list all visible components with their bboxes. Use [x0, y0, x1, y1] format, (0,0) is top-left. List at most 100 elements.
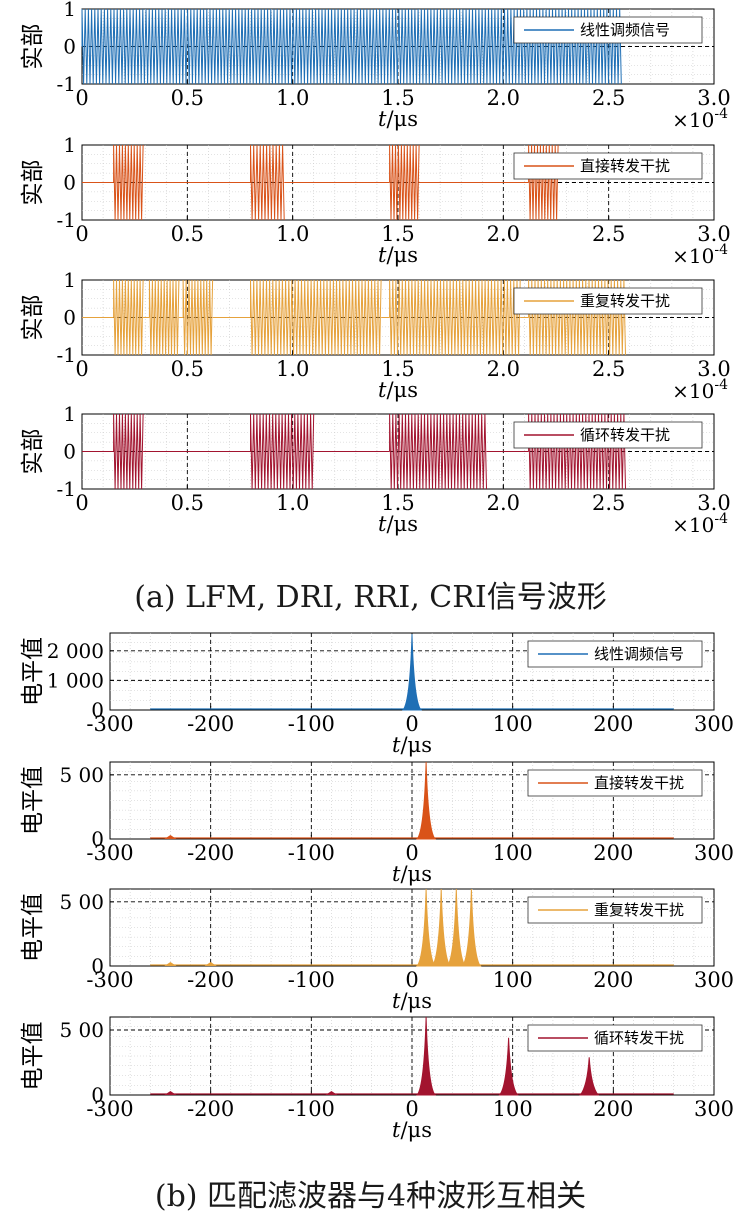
y-axis-label: 电平值: [20, 1022, 46, 1091]
x-axis-exponent: ×10-4: [672, 377, 728, 403]
x-tick-label: 1.5: [381, 222, 414, 246]
x-tick-label: -100: [288, 968, 335, 992]
correlation-peak: [446, 888, 467, 967]
x-tick-label: 3.0: [697, 222, 730, 246]
legend: 循环转发干扰: [513, 421, 703, 449]
x-tick-label: 2.5: [592, 222, 625, 246]
x-tick-label: 1.0: [276, 222, 309, 246]
signal-segment: [250, 279, 382, 356]
x-tick-label: 300: [694, 712, 734, 736]
series-2: [82, 144, 559, 221]
signal-segment: [113, 279, 144, 356]
correlation-peak: [416, 888, 437, 967]
legend-label: 线性调频信号: [580, 21, 670, 39]
panel-8: -300 -200 -100 0 100 200 300 0 5 00 循环转发干扰 t/μs 电平值: [20, 1016, 734, 1142]
x-axis-label: t/μs: [378, 243, 418, 267]
x-tick-label: 200: [593, 1097, 633, 1121]
correlation-peak: [579, 1057, 600, 1096]
signal-segment: [528, 279, 626, 356]
x-axis-label: t/μs: [392, 989, 432, 1013]
correlation-peak: [416, 761, 437, 840]
x-tick-label: 300: [694, 968, 734, 992]
x-axis-exponent: ×10-4: [672, 242, 728, 268]
x-tick-label: 2.5: [592, 86, 625, 110]
panel-5: -300 -200 -100 0 100 200 300 0 1 000 2 000 线性调频信号 t…: [20, 632, 734, 757]
x-tick-label: -200: [187, 712, 234, 736]
legend-label: 循环转发干扰: [594, 1029, 684, 1047]
signal-segment: [528, 413, 626, 490]
legend: 直接转发干扰: [513, 152, 703, 180]
series-7: [150, 888, 674, 967]
legend-label: 直接转发干扰: [594, 774, 684, 792]
legend: 线性调频信号: [513, 16, 703, 44]
x-tick-label: 300: [694, 1097, 734, 1121]
series-8: [150, 1016, 674, 1096]
signal-segment: [250, 144, 285, 221]
legend: 循环转发干扰: [527, 1024, 703, 1052]
x-tick-label: 0: [405, 841, 418, 865]
x-tick-label: 100: [493, 841, 533, 865]
x-tick-label: 100: [493, 968, 533, 992]
caption-a: (a) LFM, DRI, RRI, CRI信号波形: [134, 580, 607, 615]
series-1: [81, 8, 622, 85]
x-tick-label: 2.0: [487, 222, 520, 246]
correlation-peak: [461, 888, 482, 967]
legend: 重复转发干扰: [513, 287, 703, 315]
x-axis-label: t/μs: [392, 733, 432, 757]
x-tick-label: 200: [593, 968, 633, 992]
panel-6: -300 -200 -100 0 100 200 300 0 5 00 直接转发干扰 t/μs 电平值: [20, 761, 734, 886]
signal-segment: [113, 413, 144, 490]
signal-segment: [250, 413, 315, 490]
y-axis-label: 实部: [20, 429, 46, 475]
x-tick-label: 3.0: [697, 357, 730, 381]
legend: 重复转发干扰: [527, 896, 703, 924]
x-tick-label: -300: [86, 968, 133, 992]
x-tick-label: 100: [493, 712, 533, 736]
x-tick-label: 2.0: [487, 357, 520, 381]
x-tick-label: 100: [493, 1097, 533, 1121]
x-axis-label: t/μs: [378, 378, 418, 402]
x-tick-label: 3.0: [697, 86, 730, 110]
y-tick-label: 5 00: [59, 1018, 104, 1042]
x-tick-label: 0: [75, 357, 88, 381]
y-tick-label: -1: [57, 72, 76, 96]
x-axis-label: t/μs: [378, 512, 418, 536]
x-tick-label: -200: [187, 841, 234, 865]
y-tick-label: 1: [63, 402, 76, 426]
signal-segment: [389, 413, 487, 490]
x-tick-label: 2.5: [592, 357, 625, 381]
correlation-peak: [431, 888, 452, 967]
x-axis-exponent: ×10-4: [672, 511, 728, 537]
x-tick-label: 1.5: [381, 357, 414, 381]
x-tick-label: 1.0: [276, 357, 309, 381]
series-5: [150, 634, 674, 711]
y-tick-label: 0: [91, 827, 104, 851]
x-tick-label: -100: [288, 712, 335, 736]
correlation-peak: [416, 1016, 437, 1096]
x-axis-exponent: ×10-4: [672, 106, 728, 132]
legend-label: 线性调频信号: [594, 645, 684, 663]
x-tick-label: 200: [593, 841, 633, 865]
correlation-peak: [325, 1091, 338, 1095]
y-tick-label: 1: [63, 133, 76, 157]
y-tick-label: 0: [63, 35, 76, 59]
signal-segment: [148, 279, 180, 356]
y-tick-label: 0: [63, 306, 76, 330]
y-tick-label: -1: [57, 477, 76, 501]
correlation-peak: [164, 1091, 177, 1095]
signal-segment: [113, 144, 144, 221]
y-tick-label: 1: [63, 0, 76, 21]
x-tick-label: 2.0: [487, 86, 520, 110]
y-tick-label: -1: [57, 343, 76, 367]
legend-label: 重复转发干扰: [594, 901, 684, 919]
x-tick-label: -300: [86, 841, 133, 865]
signal-segment: [182, 279, 214, 356]
correlation-peak: [498, 1037, 519, 1096]
legend: 线性调频信号: [527, 640, 703, 668]
x-tick-label: 300: [694, 841, 734, 865]
y-axis-label: 实部: [20, 24, 46, 70]
y-tick-label: 0: [91, 1083, 104, 1107]
